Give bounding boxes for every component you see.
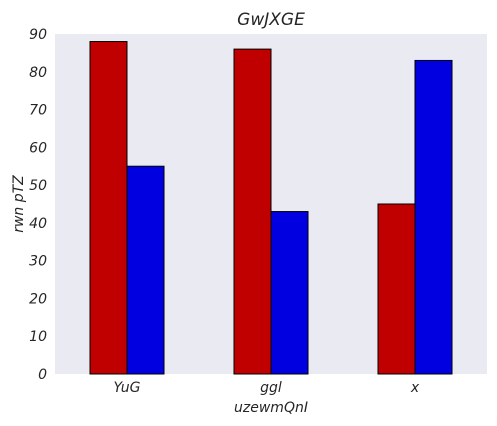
bar-series-2-ggl	[270, 211, 309, 375]
y-axis-ticks: 0 10 20 30 40 50 60 70 80 90	[29, 27, 47, 383]
bar-series-2-YuG	[126, 165, 165, 375]
y-tick-label: 80	[29, 65, 47, 81]
y-tick-label: 30	[29, 254, 47, 270]
y-tick-label: 20	[29, 291, 47, 307]
y-axis-label: rwn pTZ	[11, 175, 27, 233]
chart-title: GwJXGE	[237, 10, 305, 30]
bar-series-1-x	[377, 203, 416, 375]
y-tick-label: 50	[29, 178, 47, 194]
y-tick-label: 10	[29, 329, 47, 345]
bars	[89, 41, 453, 375]
x-tick-label: x	[410, 380, 420, 396]
y-tick-label: 70	[29, 103, 47, 119]
x-tick-label: ggl	[260, 380, 282, 396]
x-axis-label: uzewmQnI	[234, 400, 308, 416]
bar-series-1-ggl	[233, 48, 272, 375]
bar-series-2-x	[414, 59, 453, 375]
x-axis-ticks: YuG ggl x	[114, 380, 420, 396]
y-tick-label: 40	[29, 216, 47, 232]
x-tick-label: YuG	[114, 380, 141, 396]
y-tick-label: 60	[29, 140, 47, 156]
y-tick-label: 90	[29, 27, 47, 43]
bar-series-1-YuG	[89, 41, 128, 375]
y-tick-label: 0	[38, 367, 47, 383]
